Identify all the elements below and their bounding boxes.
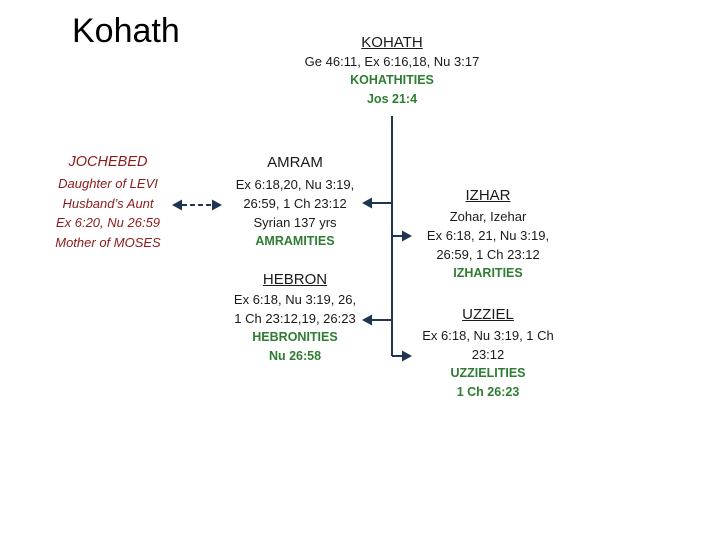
uzziel-group: UZZIELITIES xyxy=(450,366,526,380)
jochebed-name: JOCHEBED xyxy=(68,154,148,170)
amram-name: AMRAM xyxy=(267,154,323,171)
root-refs: Ge 46:11, Ex 6:16,18, Nu 3:17 xyxy=(304,54,480,69)
uzziel-group-ref: 1 Ch 26:23 xyxy=(456,385,520,399)
arrow-hebron xyxy=(362,314,372,326)
izhar-line: 26:59, 1 Ch 23:12 xyxy=(436,247,540,262)
jochebed-line: Daughter of LEVI xyxy=(58,176,158,191)
hebron-name: HEBRON xyxy=(262,271,328,288)
jochebed-line: Mother of MOSES xyxy=(55,234,161,250)
uzziel-name: UZZIEL xyxy=(462,306,514,323)
arrow-uzziel xyxy=(402,350,412,362)
uzziel-line: Ex 6:18, Nu 3:19, 1 Ch xyxy=(422,328,554,343)
izhar-line: Ex 6:18, 21, Nu 3:19, xyxy=(426,228,550,243)
root-name: KOHATH xyxy=(361,34,423,51)
uzziel-line: 23:12 xyxy=(471,347,505,362)
root-group: KOHATHITIES xyxy=(350,73,434,87)
node-izhar: IZHAR Zohar, Izehar Ex 6:18, 21, Nu 3:19… xyxy=(412,187,564,283)
node-hebron: HEBRON Ex 6:18, Nu 3:19, 26, 1 Ch 23:12,… xyxy=(220,271,370,366)
jochebed-line: Ex 6:20, Nu 26:59 xyxy=(55,215,161,230)
amram-line: Syrian 137 yrs xyxy=(253,215,337,230)
arrow-izhar xyxy=(402,230,412,242)
hebron-line: Ex 6:18, Nu 3:19, 26, xyxy=(233,292,357,307)
amram-line: Ex 6:18,20, Nu 3:19, xyxy=(235,177,355,192)
marriage-arrow-left xyxy=(172,199,182,211)
izhar-line: Zohar, Izehar xyxy=(449,209,527,224)
hebron-group-ref: Nu 26:58 xyxy=(268,349,322,363)
hebron-line: 1 Ch 23:12,19, 26:23 xyxy=(234,311,356,326)
izhar-group: IZHARITIES xyxy=(453,266,523,280)
hebron-group: HEBRONITIES xyxy=(252,330,338,344)
root-group-ref: Jos 21:4 xyxy=(366,92,418,106)
jochebed-line: Husband’s Aunt xyxy=(62,195,154,211)
amram-line: 26:59, 1 Ch 23:12 xyxy=(243,196,347,211)
root-node-kohath: KOHATH Ge 46:11, Ex 6:16,18, Nu 3:17 KOH… xyxy=(262,34,522,109)
node-uzziel: UZZIEL Ex 6:18, Nu 3:19, 1 Ch 23:12 UZZI… xyxy=(412,306,564,402)
marriage-arrow-right xyxy=(212,199,222,211)
amram-group: AMRAMITIES xyxy=(255,234,335,248)
node-jochebed: JOCHEBED Daughter of LEVI Husband’s Aunt… xyxy=(36,154,180,252)
izhar-name: IZHAR xyxy=(465,187,511,204)
slide-title: Kohath xyxy=(72,12,180,50)
node-amram: AMRAM Ex 6:18,20, Nu 3:19, 26:59, 1 Ch 2… xyxy=(220,154,370,251)
arrow-amram xyxy=(362,197,372,209)
